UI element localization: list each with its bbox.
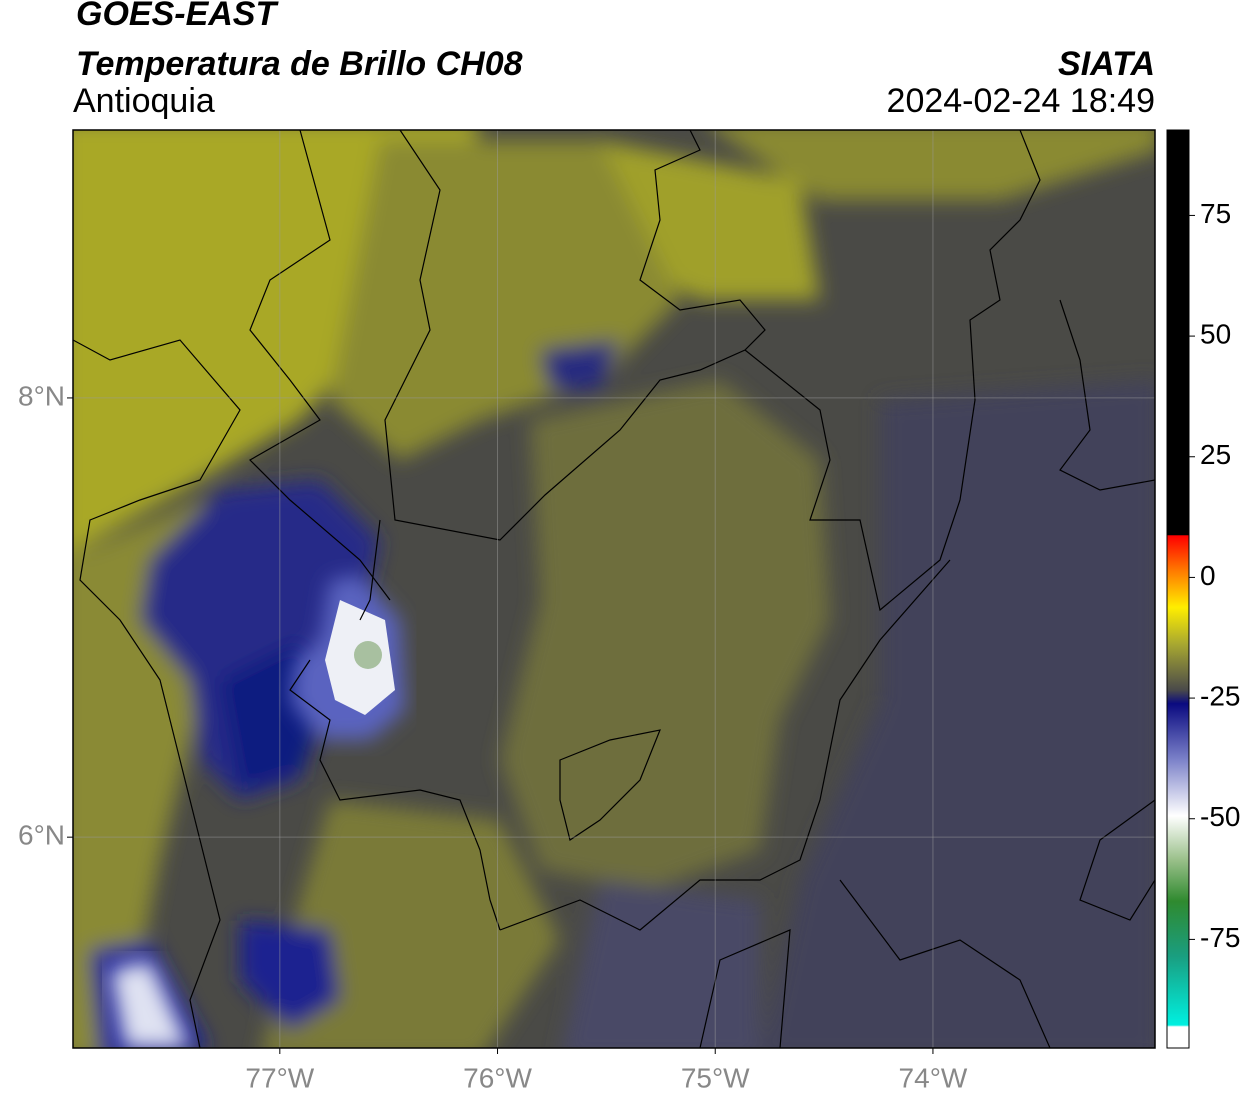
datetime: 2024-02-24 18:49 bbox=[887, 82, 1155, 120]
region: Antioquia bbox=[73, 82, 215, 120]
colorbar-tick-label: -25 bbox=[1200, 680, 1240, 711]
colorbar bbox=[1166, 129, 1190, 1049]
colorbar-tick-label: -50 bbox=[1200, 801, 1240, 832]
source: SIATA bbox=[1058, 45, 1155, 83]
x-tick-label: 75°W bbox=[681, 1062, 750, 1093]
subtitle: Temperatura de Brillo CH08 bbox=[76, 45, 523, 83]
colorbar-tick-label: 0 bbox=[1200, 560, 1216, 591]
x-tick-label: 77°W bbox=[245, 1062, 314, 1093]
y-tick-label: 8°N bbox=[18, 380, 65, 411]
colorbar-tick-label: 25 bbox=[1200, 439, 1231, 470]
colorbar-tick-label: -75 bbox=[1200, 922, 1240, 953]
x-tick-label: 74°W bbox=[899, 1062, 968, 1093]
x-tick-label: 76°W bbox=[463, 1062, 532, 1093]
map-image bbox=[73, 130, 1155, 1048]
colorbar-tick-label: 75 bbox=[1200, 198, 1231, 229]
y-tick-label: 6°N bbox=[18, 820, 65, 851]
title: GOES-EAST bbox=[76, 0, 279, 33]
colorbar-tick-label: 50 bbox=[1200, 318, 1231, 349]
map-frame bbox=[72, 129, 1156, 1049]
